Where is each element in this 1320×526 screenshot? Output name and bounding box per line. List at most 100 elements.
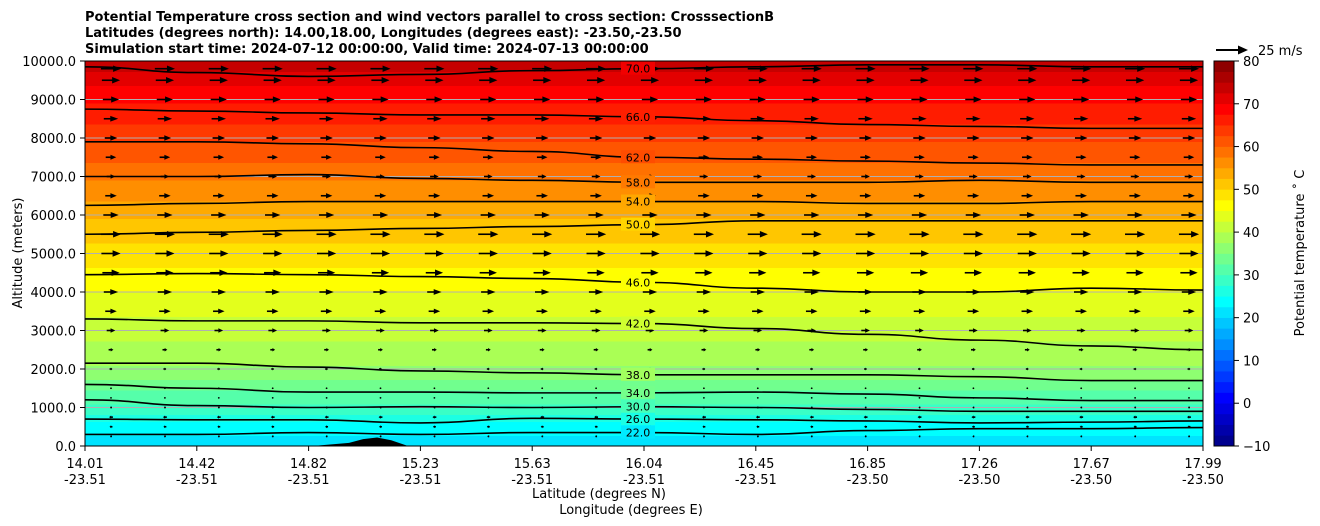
colorbar-segment <box>1214 263 1234 276</box>
wind-vector <box>483 154 494 160</box>
wind-vector <box>702 434 705 438</box>
wind-vector <box>1188 387 1190 390</box>
wind-vector <box>271 434 274 438</box>
x-tick-label-latitude: 14.01 <box>66 457 103 472</box>
temperature-band <box>85 260 1203 265</box>
colorbar-segment <box>1214 370 1234 383</box>
wind-vector <box>485 347 491 352</box>
wind-vector <box>972 396 975 399</box>
wind-vector <box>965 96 982 103</box>
wind-vector <box>590 308 602 314</box>
wind-vector <box>1180 96 1198 103</box>
contour-label-background <box>621 399 655 413</box>
temperature-band <box>85 235 1203 240</box>
temperature-band <box>85 162 1203 167</box>
wind-vector <box>379 434 382 438</box>
wind-vector <box>971 367 975 371</box>
wind-vector <box>972 434 975 438</box>
temperature-band <box>85 358 1203 363</box>
wind-vector <box>864 367 868 371</box>
wind-vector <box>1125 231 1146 238</box>
wind-vector <box>1179 250 1199 257</box>
colorbar-tick-label: 30 <box>1243 269 1260 284</box>
wind-vector <box>216 415 221 419</box>
x-tick-label-latitude: 14.42 <box>178 457 215 472</box>
wind-vector <box>373 289 388 295</box>
temperature-band <box>85 382 1203 387</box>
wind-vector <box>159 308 171 314</box>
wind-vector <box>810 434 813 438</box>
wind-vector <box>536 193 548 199</box>
x-tick-label-latitude: 16.85 <box>849 457 886 472</box>
temperature-band <box>85 130 1203 135</box>
wind-vector <box>859 193 872 199</box>
colorbar-tick-label: 50 <box>1243 183 1260 198</box>
wind-vector <box>373 115 388 122</box>
wind-vector <box>810 396 813 399</box>
wind-vector <box>110 434 112 438</box>
colorbar-segment <box>1214 92 1234 105</box>
wind-vector <box>909 65 930 72</box>
wind-vector <box>589 135 603 141</box>
x-tick-label-latitude: 17.26 <box>961 457 998 472</box>
wind-vector <box>639 231 661 238</box>
wind-vector <box>1125 77 1145 84</box>
temperature-band <box>85 298 1203 303</box>
x-tick-label-latitude: 17.99 <box>1184 457 1221 472</box>
wind-vector <box>1188 406 1190 409</box>
wind-vector <box>696 115 712 122</box>
wind-vector <box>158 135 172 141</box>
y-tick-label: 8000.0 <box>31 132 77 147</box>
wind-vector <box>698 308 710 314</box>
wind-vector <box>963 231 984 238</box>
contour-label-background <box>621 385 655 399</box>
wind-vector <box>810 367 814 371</box>
wind-vector <box>432 425 436 429</box>
wind-vector <box>1181 289 1197 295</box>
wind-vector <box>482 193 495 199</box>
colorbar-segment <box>1214 424 1234 436</box>
temperature-band <box>85 92 1203 97</box>
wind-vector <box>964 269 983 276</box>
wind-vector <box>859 308 872 314</box>
wind-vector <box>750 211 766 219</box>
wind-vector <box>750 289 765 295</box>
colorbar-segment <box>1214 114 1234 126</box>
wind-vector <box>320 135 333 141</box>
wind-vector <box>541 387 544 390</box>
wind-vector <box>1134 387 1136 390</box>
wind-vector <box>540 367 544 371</box>
temperature-band <box>85 330 1203 335</box>
wind-vector <box>541 406 544 409</box>
temperature-band <box>85 141 1203 146</box>
wind-vector <box>379 387 382 390</box>
wind-vector <box>324 415 329 419</box>
title-line-3: Simulation start time: 2024-07-12 00:00:… <box>85 42 649 57</box>
wind-vector <box>432 367 436 371</box>
wind-vector <box>483 174 493 179</box>
wind-vector <box>1187 425 1191 429</box>
wind-vector <box>810 425 814 429</box>
temperature-band <box>85 95 1203 100</box>
wind-vector <box>1133 425 1137 429</box>
wind-vector <box>1183 308 1195 314</box>
colorbar-segment <box>1214 413 1234 425</box>
wind-vector <box>644 308 656 314</box>
wind-vector <box>1181 211 1197 219</box>
wind-vector <box>271 406 274 409</box>
wind-vector <box>1018 77 1037 84</box>
x-axis: 14.01-23.5114.42-23.5114.82-23.5115.23-2… <box>64 446 1224 488</box>
x-tick-label-latitude: 16.04 <box>625 457 662 472</box>
contour-label-background <box>621 367 655 381</box>
wind-vector <box>855 65 876 72</box>
wind-vector <box>591 328 601 333</box>
wind-vector <box>641 269 659 276</box>
x-tick-label-longitude: -23.51 <box>64 473 106 488</box>
colorbar-label: Potential temperature ˚ C <box>1292 170 1308 337</box>
wind-vector <box>487 387 490 390</box>
wind-vector <box>433 387 436 390</box>
wind-vector <box>537 328 547 333</box>
temperature-band <box>85 74 1203 79</box>
wind-vector <box>1017 231 1038 238</box>
wind-vector <box>430 174 439 179</box>
